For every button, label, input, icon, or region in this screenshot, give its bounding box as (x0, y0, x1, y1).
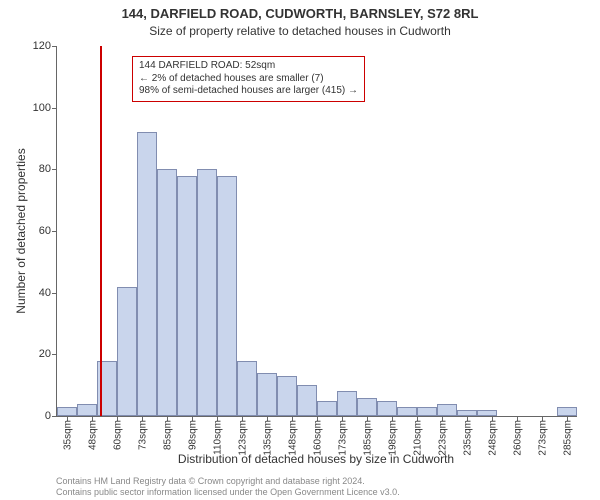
x-tick-label: 48sqm (86, 420, 99, 450)
histogram-bar (557, 407, 577, 416)
chart-title-sub: Size of property relative to detached ho… (0, 24, 600, 38)
histogram-bar (197, 169, 217, 416)
histogram-bar (117, 287, 137, 417)
annotation-box: 144 DARFIELD ROAD: 52sqm ← 2% of detache… (132, 56, 365, 102)
x-tick-label: 160sqm (311, 420, 324, 456)
histogram-bar (157, 169, 177, 416)
histogram-bar (377, 401, 397, 416)
x-tick-label: 223sqm (436, 420, 449, 456)
x-tick-label: 285sqm (561, 420, 574, 456)
y-tick-mark (52, 354, 57, 355)
annotation-line: ← 2% of detached houses are smaller (7) (139, 73, 358, 86)
x-tick-label: 85sqm (161, 420, 174, 450)
histogram-bar (337, 391, 357, 416)
x-tick-label: 185sqm (361, 420, 374, 456)
x-tick-label: 235sqm (461, 420, 474, 456)
x-tick-label: 98sqm (186, 420, 199, 450)
copyright-line: Contains HM Land Registry data © Crown c… (56, 476, 576, 487)
x-tick-label: 210sqm (411, 420, 424, 456)
histogram-bar (397, 407, 417, 416)
y-tick-mark (52, 108, 57, 109)
copyright-line: Contains public sector information licen… (56, 487, 576, 498)
x-axis-label: Distribution of detached houses by size … (56, 452, 576, 466)
x-tick-label: 60sqm (111, 420, 124, 450)
histogram-bar (277, 376, 297, 416)
x-tick-label: 135sqm (261, 420, 274, 456)
x-tick-label: 35sqm (61, 420, 74, 450)
x-tick-label: 173sqm (336, 420, 349, 456)
histogram-bar (357, 398, 377, 417)
histogram-bar (257, 373, 277, 416)
histogram-bar (77, 404, 97, 416)
x-tick-label: 260sqm (511, 420, 524, 456)
plot-area: 144 DARFIELD ROAD: 52sqm ← 2% of detache… (56, 46, 577, 417)
y-tick-mark (52, 169, 57, 170)
histogram-bar (417, 407, 437, 416)
x-tick-label: 110sqm (211, 420, 224, 455)
chart-container: 144, DARFIELD ROAD, CUDWORTH, BARNSLEY, … (0, 0, 600, 500)
y-tick-mark (52, 231, 57, 232)
x-tick-label: 273sqm (536, 420, 549, 456)
histogram-bar (57, 407, 77, 416)
x-tick-label: 123sqm (236, 420, 249, 456)
histogram-bar (217, 176, 237, 417)
histogram-bar (437, 404, 457, 416)
y-tick-mark (52, 46, 57, 47)
subject-marker-line (100, 46, 102, 416)
annotation-line: 144 DARFIELD ROAD: 52sqm (139, 60, 358, 73)
histogram-bar (477, 410, 497, 416)
x-tick-label: 73sqm (136, 420, 149, 450)
histogram-bar (237, 361, 257, 417)
histogram-bar (297, 385, 317, 416)
histogram-bar (137, 132, 157, 416)
histogram-bar (317, 401, 337, 416)
x-tick-label: 198sqm (386, 420, 399, 456)
annotation-line: 98% of semi-detached houses are larger (… (139, 85, 358, 98)
y-tick-mark (52, 293, 57, 294)
x-tick-label: 148sqm (286, 420, 299, 456)
histogram-bar (177, 176, 197, 417)
copyright-text: Contains HM Land Registry data © Crown c… (56, 476, 576, 498)
y-tick-mark (52, 416, 57, 417)
x-tick-label: 248sqm (486, 420, 499, 456)
chart-title-main: 144, DARFIELD ROAD, CUDWORTH, BARNSLEY, … (0, 6, 600, 21)
